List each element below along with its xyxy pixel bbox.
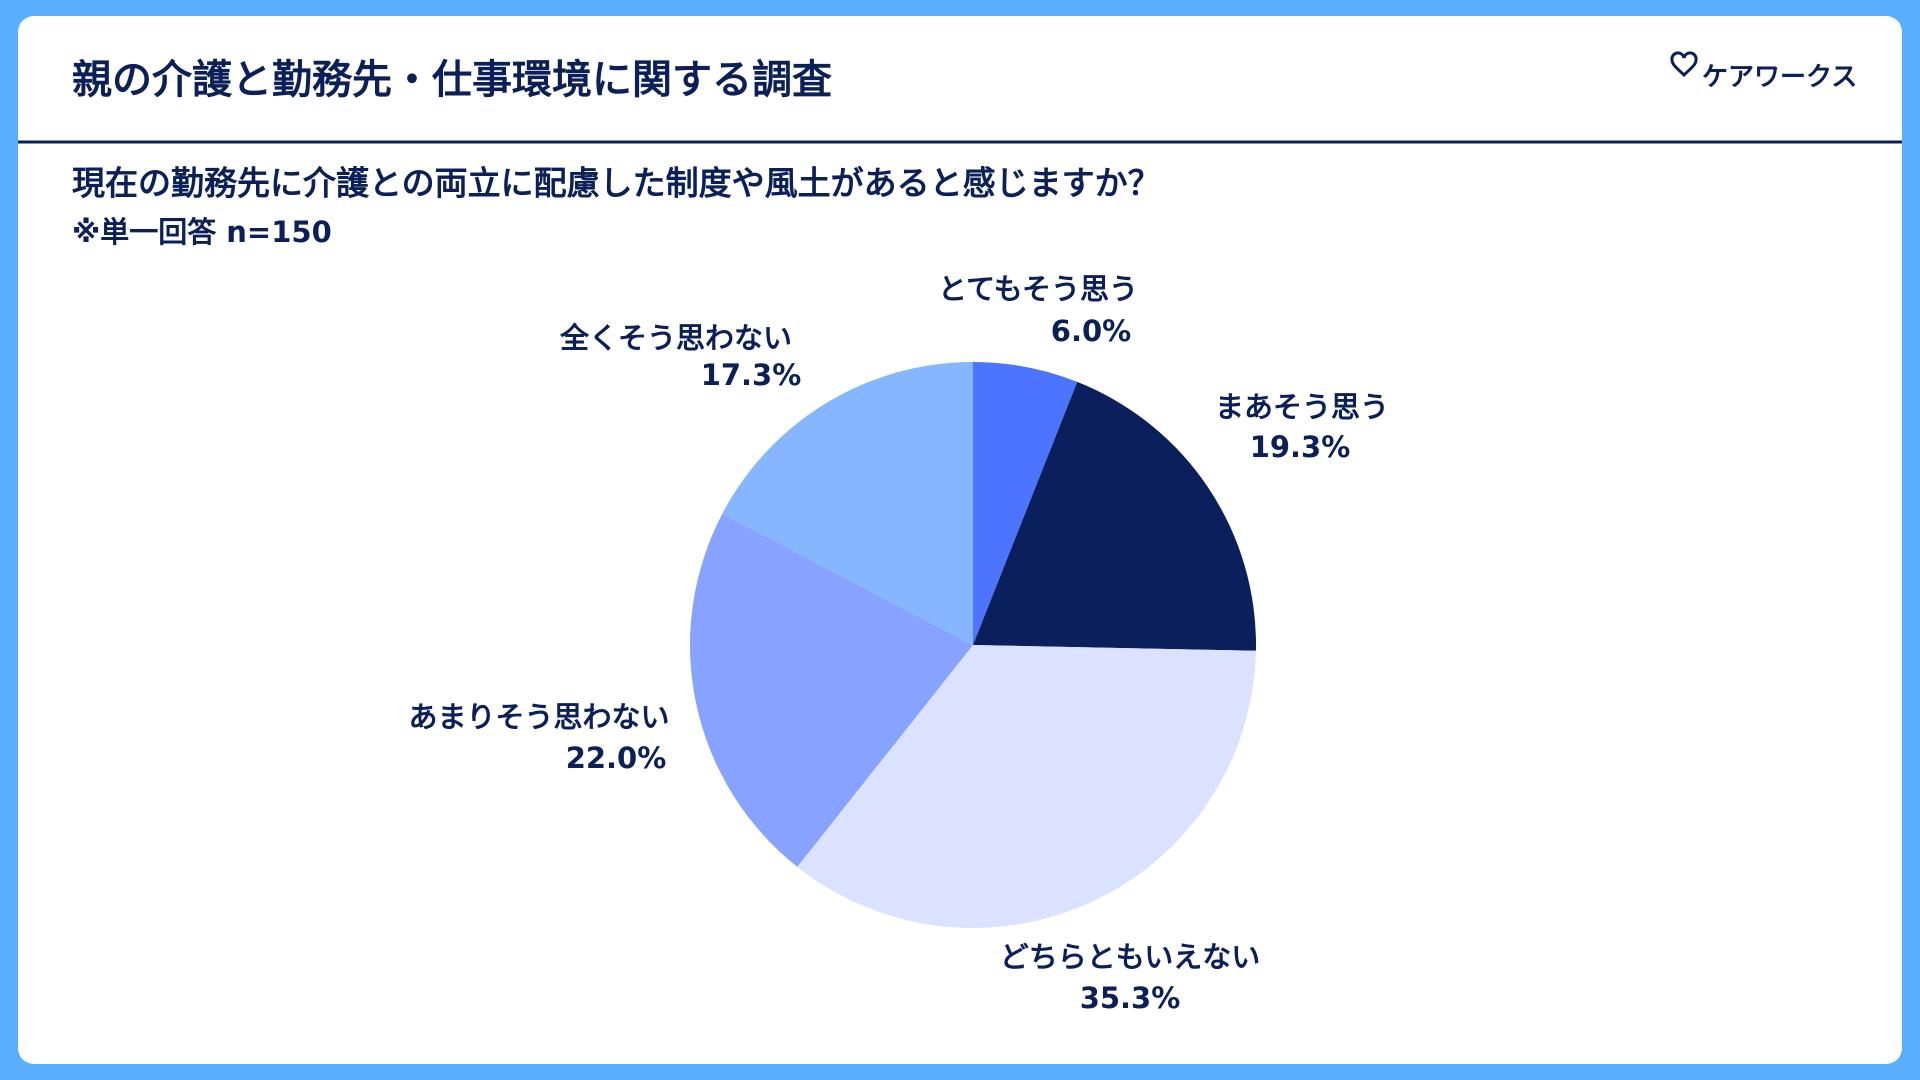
- slice-label: 全くそう思わない: [559, 321, 792, 355]
- subtitle: 現在の勤務先に介護との両立に配慮した制度や風土があると感じますか？: [72, 164, 1161, 203]
- slice-label: まあそう思う: [1215, 390, 1389, 424]
- brand: ケアワークス: [1702, 63, 1857, 93]
- chart-title: 親の介護と勤務先・仕事環境に関する調査: [72, 57, 832, 103]
- note: ※単一回答 n=150: [72, 215, 332, 249]
- pie-slice: [973, 362, 1078, 645]
- slice-label: あまりそう思わない: [408, 700, 669, 734]
- slice-value-label: 17.3%: [701, 358, 802, 392]
- brand-heart: [1670, 51, 1698, 78]
- slice-label: どちらともいえない: [1000, 940, 1260, 974]
- pie-slice: [973, 381, 1256, 651]
- pie-slice: [690, 513, 973, 867]
- slice-value-label: 19.3%: [1250, 430, 1351, 464]
- pie-slice: [797, 645, 1256, 929]
- slice-value-label: 35.3%: [1080, 981, 1181, 1015]
- slice-value-label: 22.0%: [566, 741, 667, 775]
- pie-slice: [722, 362, 973, 645]
- slice-label: とてもそう思う: [938, 272, 1138, 306]
- slice-value-label: 6.0%: [1051, 314, 1131, 348]
